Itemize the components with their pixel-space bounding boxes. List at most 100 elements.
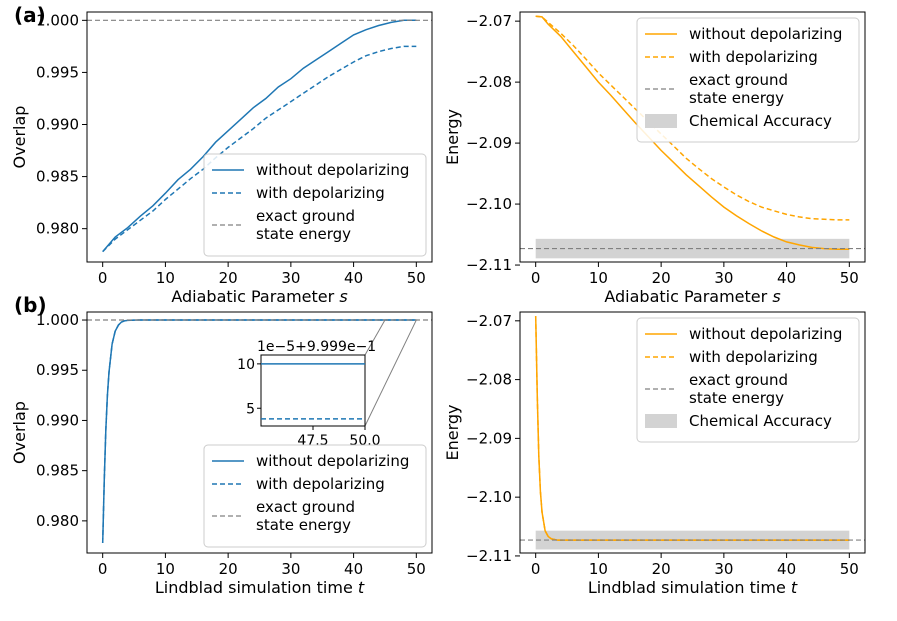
panel-label-b: (b) xyxy=(14,293,47,317)
x-tick-label: 20 xyxy=(652,560,671,578)
y-tick-label: −2.10 xyxy=(466,488,512,506)
x-tick-label: 20 xyxy=(219,269,238,287)
legend-label: state energy xyxy=(689,389,784,407)
x-tick-label: 30 xyxy=(281,269,300,287)
x-tick-label: 10 xyxy=(156,560,175,578)
axes-frame xyxy=(86,311,433,554)
legend-handle-band xyxy=(645,114,677,128)
x-tick-label: 30 xyxy=(281,560,300,578)
legend-label: exact ground xyxy=(256,207,355,225)
x-tick-label: 0 xyxy=(531,560,541,578)
y-tick-label: 0.990 xyxy=(36,411,79,429)
y-tick-label: −2.11 xyxy=(466,547,512,565)
chart-energy-lindblad: 0 10 20 30 40 50 −2.11 −2.10 −2.09 −2.08 −2.07 Lind… xyxy=(443,311,866,597)
y-tick-label: −2.07 xyxy=(466,312,512,330)
y-tick-label: 1.000 xyxy=(36,311,79,329)
legend-handle-band xyxy=(645,414,677,428)
inset-offset-text: 1e−5+9.999e−1 xyxy=(257,339,376,355)
x-axis-label: Adiabatic Parameter s xyxy=(171,287,347,306)
y-axis-label: Overlap xyxy=(10,106,29,169)
series-line-without-depolarizing xyxy=(535,15,850,250)
y-tick-label: 1.000 xyxy=(36,11,79,29)
legend-box xyxy=(636,317,860,443)
series-line-with-depolarizing xyxy=(101,319,417,544)
x-tick-label: 40 xyxy=(344,269,363,287)
x-axis-variable: t xyxy=(358,578,365,597)
x-axis-variable: s xyxy=(339,287,347,306)
x-axis-variable: s xyxy=(772,287,780,306)
legend-label: exact ground xyxy=(256,498,355,516)
x-tick-label: 0 xyxy=(98,560,108,578)
inset-connector xyxy=(364,319,417,427)
y-tick-label: 0.995 xyxy=(36,63,79,81)
inset-frame xyxy=(260,354,366,427)
y-tick-label: 0.995 xyxy=(36,361,79,379)
x-tick-label: 50 xyxy=(840,560,859,578)
chart-overlap-lindblad: 0 10 20 30 40 50 0.980 0.985 0.990 0.995 1.000 Lind… xyxy=(10,311,433,597)
y-tick-label: 0.985 xyxy=(36,168,79,186)
y-tick-label: −2.08 xyxy=(466,371,512,389)
legend-box xyxy=(203,153,427,257)
inset-y-tick-label: 10 xyxy=(237,357,255,373)
x-tick-label: 30 xyxy=(714,560,733,578)
y-tick-label: −2.07 xyxy=(466,12,512,30)
series-line-without-depolarizing xyxy=(534,316,850,541)
panel-label-a: (a) xyxy=(14,3,46,27)
y-tick-label: 0.980 xyxy=(36,512,79,530)
x-tick-label: 50 xyxy=(407,269,426,287)
x-axis-label: Adiabatic Parameter s xyxy=(604,287,780,306)
legend-box xyxy=(636,17,860,143)
chart-overlap-adiabatic: 0 10 20 30 40 50 0.980 0.985 0.990 0.995 1.000 Adia… xyxy=(10,11,433,306)
legend-label: exact ground xyxy=(689,371,788,389)
legend-label: state energy xyxy=(256,225,351,243)
legend-label: exact ground xyxy=(689,71,788,89)
y-tick-label: −2.11 xyxy=(466,256,512,274)
x-axis-label: Lindblad simulation time t xyxy=(155,578,365,597)
x-tick-label: 40 xyxy=(344,560,363,578)
x-tick-label: 10 xyxy=(589,560,608,578)
legend-label: state energy xyxy=(689,89,784,107)
series-line-without-depolarizing xyxy=(102,19,417,253)
chart-energy-adiabatic: 0 10 20 30 40 50 −2.11 −2.10 −2.09 −2.08 −2.07 Adia… xyxy=(443,11,866,306)
x-tick-label: 10 xyxy=(589,269,608,287)
axes-frame xyxy=(519,311,866,554)
x-axis-label: Lindblad simulation time t xyxy=(588,578,798,597)
y-axis-label: Energy xyxy=(443,109,462,165)
x-tick-label: 40 xyxy=(777,560,796,578)
legend-label: without depolarizing xyxy=(689,25,842,43)
legend-label: Chemical Accuracy xyxy=(689,112,832,130)
x-tick-label: 50 xyxy=(840,269,859,287)
x-axis-variable: t xyxy=(791,578,798,597)
x-tick-label: 20 xyxy=(219,560,238,578)
x-tick-label: 20 xyxy=(652,269,671,287)
series-line-with-depolarizing xyxy=(535,15,850,221)
legend-label: with depolarizing xyxy=(689,348,818,366)
y-tick-label: −2.10 xyxy=(466,195,512,213)
axes-frame xyxy=(519,11,866,263)
legend-label: without depolarizing xyxy=(689,325,842,343)
y-tick-label: 0.980 xyxy=(36,220,79,238)
y-tick-label: −2.08 xyxy=(466,73,512,91)
legend-label: with depolarizing xyxy=(256,475,385,493)
x-tick-label: 0 xyxy=(531,269,541,287)
y-tick-label: 0.985 xyxy=(36,462,79,480)
inset-connector xyxy=(364,319,386,356)
legend-label: with depolarizing xyxy=(689,48,818,66)
legend-label: without depolarizing xyxy=(256,452,409,470)
axes-frame xyxy=(86,11,433,263)
y-tick-label: −2.09 xyxy=(466,429,512,447)
legend-label: without depolarizing xyxy=(256,161,409,179)
inset-y-tick-label: 5 xyxy=(246,401,255,417)
y-tick-label: −2.09 xyxy=(466,134,512,152)
x-tick-label: 40 xyxy=(777,269,796,287)
legend-label: Chemical Accuracy xyxy=(689,412,832,430)
x-tick-label: 30 xyxy=(714,269,733,287)
x-tick-label: 10 xyxy=(156,269,175,287)
x-tick-label: 50 xyxy=(407,560,426,578)
series-line-with-depolarizing xyxy=(102,45,417,253)
legend-label: with depolarizing xyxy=(256,184,385,202)
y-tick-label: 0.990 xyxy=(36,116,79,134)
y-axis-label: Overlap xyxy=(10,401,29,464)
legend-label: state energy xyxy=(256,516,351,534)
